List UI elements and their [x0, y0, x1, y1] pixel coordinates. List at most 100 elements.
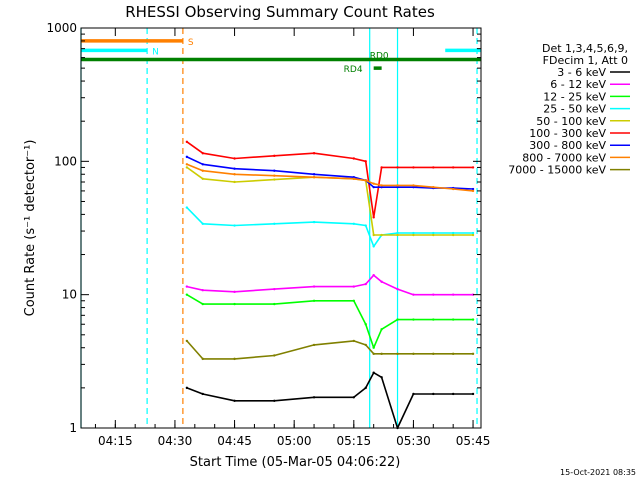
data-point — [233, 167, 236, 170]
series-line — [186, 166, 474, 236]
data-point — [396, 231, 399, 235]
data-point — [380, 166, 383, 169]
series-line — [186, 156, 474, 190]
data-point — [372, 273, 375, 277]
data-point — [451, 187, 455, 191]
data-point — [233, 180, 236, 184]
data-point — [201, 289, 204, 292]
data-point — [352, 177, 356, 180]
legend-entry-label: 800 - 7000 keV — [522, 151, 606, 164]
data-point — [432, 293, 435, 296]
flag-label: RD4 — [344, 65, 363, 75]
series-line — [186, 207, 474, 248]
series-line — [186, 371, 474, 429]
data-point — [364, 224, 367, 227]
data-point — [451, 318, 455, 321]
data-point — [372, 346, 375, 349]
data-point — [471, 352, 475, 356]
data-point — [273, 174, 276, 177]
data-point — [364, 386, 367, 390]
data-point — [451, 233, 455, 237]
data-point — [185, 293, 189, 296]
data-point — [412, 184, 415, 187]
data-point — [312, 396, 316, 399]
data-point — [396, 287, 399, 291]
data-point — [185, 140, 189, 144]
footer-timestamp: 15-Oct-2021 08:35 — [560, 468, 636, 477]
y-tick-label: 1 — [69, 421, 77, 435]
data-point — [471, 231, 475, 235]
data-point — [432, 392, 435, 396]
data-point — [380, 376, 383, 379]
data-point — [233, 302, 236, 306]
data-point — [273, 302, 276, 306]
data-point — [233, 399, 236, 402]
data-point — [364, 343, 367, 347]
data-point — [312, 173, 316, 176]
data-point — [352, 299, 356, 302]
data-point — [201, 302, 204, 306]
data-point — [185, 166, 189, 169]
data-point — [396, 184, 399, 187]
data-point — [352, 285, 356, 288]
series-line — [186, 163, 474, 192]
data-point — [352, 339, 356, 343]
data-point — [412, 392, 415, 396]
data-point — [451, 352, 455, 356]
data-point — [372, 371, 375, 374]
data-point — [471, 189, 475, 193]
data-point — [233, 290, 236, 294]
chart-title: RHESSI Observing Summary Count Rates — [125, 3, 435, 21]
data-point — [372, 245, 375, 248]
data-point — [372, 216, 375, 219]
legend-entry-label: 7000 - 15000 keV — [508, 164, 606, 177]
data-point — [364, 282, 367, 286]
data-point — [380, 184, 383, 187]
data-point — [412, 352, 415, 356]
data-point — [201, 177, 204, 180]
data-point — [201, 392, 204, 396]
data-point — [432, 166, 435, 169]
legend-entry-label: 6 - 12 keV — [550, 78, 606, 91]
legend-entry-label: 300 - 800 keV — [529, 139, 606, 152]
data-point — [396, 233, 399, 237]
x-tick-label: 05:30 — [396, 434, 431, 448]
legend-entry-label: 50 - 100 keV — [536, 115, 606, 128]
data-point — [185, 386, 189, 390]
data-point — [412, 231, 415, 235]
data-point — [312, 343, 316, 347]
data-point — [273, 178, 276, 181]
data-point — [312, 152, 316, 155]
data-point — [471, 166, 475, 169]
plot-frame — [80, 27, 482, 429]
x-tick-label: 05:45 — [456, 434, 491, 448]
x-tick-label: 04:45 — [217, 434, 252, 448]
data-point — [432, 231, 435, 235]
data-point — [396, 352, 399, 356]
legend-entry-label: 12 - 25 keV — [543, 90, 606, 103]
y-axis-label: Count Rate (s⁻¹ detector⁻¹) — [23, 140, 38, 317]
x-tick-label: 05:00 — [277, 434, 312, 448]
data-point — [185, 155, 189, 159]
data-point — [412, 166, 415, 169]
data-point — [412, 185, 415, 189]
flag-label: RD0 — [370, 52, 389, 62]
flag-label: N — [152, 47, 159, 57]
data-point — [380, 328, 383, 331]
data-point — [352, 157, 356, 160]
data-point — [412, 233, 415, 237]
legend-header: Det 1,3,4,5,6,9, — [542, 42, 628, 55]
data-point — [372, 182, 375, 185]
data-point — [312, 299, 316, 302]
data-point — [380, 233, 383, 237]
data-point — [185, 163, 189, 166]
series-line — [186, 294, 474, 349]
x-axis-label: Start Time (05-Mar-05 04:06:22) — [190, 455, 401, 470]
data-point — [380, 352, 383, 356]
data-point — [372, 185, 375, 189]
legend: Det 1,3,4,5,6,9,FDecim 1, Att 03 - 6 keV… — [508, 42, 630, 177]
data-point — [273, 169, 276, 172]
legend-entry-label: 25 - 50 keV — [543, 103, 606, 116]
